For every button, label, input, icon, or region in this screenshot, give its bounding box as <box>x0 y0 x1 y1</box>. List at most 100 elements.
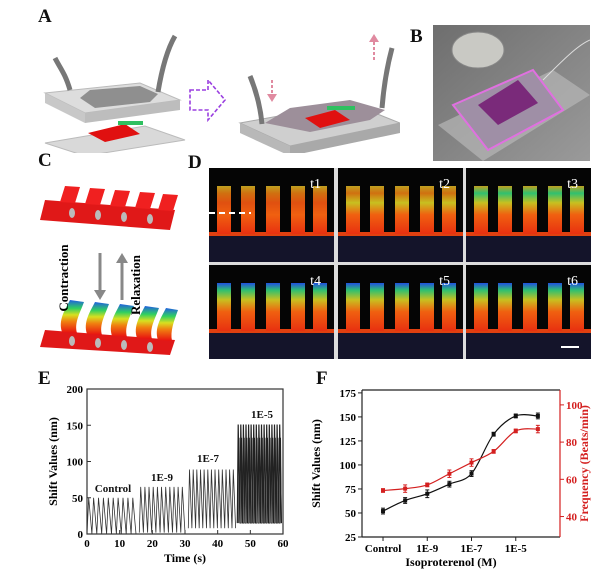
signal-trace-inner <box>238 437 282 524</box>
chip-chamber <box>478 80 538 125</box>
cantilever-pillar <box>370 186 384 234</box>
signal-trace-control <box>86 497 137 535</box>
data-point <box>425 491 430 496</box>
segment-label: Control <box>95 483 131 495</box>
y-tick-label: 175 <box>340 388 357 400</box>
x-tick-label: 1E-9 <box>416 543 439 555</box>
data-point <box>491 432 496 437</box>
data-point <box>381 509 386 514</box>
cantilever-pillar <box>241 283 255 331</box>
data-point <box>469 471 474 476</box>
x-axis-label: Time (s) <box>164 551 206 565</box>
relaxation-label: Relaxation <box>128 255 143 315</box>
data-point <box>513 413 518 418</box>
data-point <box>403 498 408 503</box>
chip-top-layer <box>43 34 182 123</box>
panel-label-c: C <box>38 150 52 171</box>
chip-base-layer <box>44 121 186 153</box>
cantilever-pillar <box>420 186 434 234</box>
y-right-axis-label: Frequency (Beats/min) <box>577 405 591 522</box>
y-tick-label: 100 <box>67 457 84 469</box>
chip-assembly-schematic <box>43 34 400 153</box>
substrate <box>466 235 591 262</box>
segment-label: 1E-9 <box>151 472 174 484</box>
relaxed-cantilevers <box>40 186 178 230</box>
substrate <box>466 332 591 359</box>
substrate <box>338 235 463 262</box>
data-point <box>447 471 452 476</box>
y-axis-label: Shift Values (nm) <box>309 419 323 508</box>
frame-t2: t2 <box>338 168 463 262</box>
data-point <box>513 428 518 433</box>
x-tick-label: 50 <box>245 538 257 550</box>
data-point <box>491 449 496 454</box>
chip-assembled <box>238 34 400 153</box>
cantilever-pillar <box>420 283 434 331</box>
chart-f-dose-response: 25 50 75 100 125 150 175 40 60 80 100 Control 1E-9 1E… <box>309 388 591 569</box>
cantilever-pillar <box>291 283 305 331</box>
frame-t5: t5 <box>338 265 463 359</box>
cantilever-pillar <box>548 186 562 234</box>
panel-label-b: B <box>410 26 423 47</box>
y-right-tick-label: 40 <box>566 512 578 524</box>
y-tick-label: 25 <box>345 532 357 544</box>
data-point <box>425 482 430 487</box>
cantilever-pillar <box>523 186 537 234</box>
frame-time-label: t5 <box>439 274 450 289</box>
x-tick-label: 0 <box>84 538 90 550</box>
substrate <box>209 235 334 262</box>
y-right-tick-label: 100 <box>566 400 583 412</box>
cantilever-pillar <box>241 186 255 234</box>
data-point <box>469 460 474 465</box>
panel-label-a: A <box>38 6 52 27</box>
time-lapse-image-grid: t1 t2 t3 t4 t5 t6 <box>209 168 591 359</box>
frame-time-label: t2 <box>439 177 450 192</box>
x-tick-label: 60 <box>278 538 290 550</box>
device-photo <box>433 25 590 161</box>
y-tick-label: 100 <box>340 460 357 472</box>
frame-t1: t1 <box>209 168 334 262</box>
y-tick-label: 200 <box>67 384 84 396</box>
signal-trace-1e-9 <box>138 486 186 533</box>
x-tick-label: 40 <box>212 538 224 550</box>
x-tick-label: 1E-5 <box>505 543 528 555</box>
cantilever-pillar <box>395 186 409 234</box>
cantilever-pillar <box>313 186 327 234</box>
x-tick-label: 10 <box>114 538 126 550</box>
y-tick-label: 50 <box>345 508 357 520</box>
cantilever-pillar <box>395 283 409 331</box>
cantilever-pillar <box>474 186 488 234</box>
y-right-tick-label: 80 <box>566 437 578 449</box>
cantilever-pillar <box>474 283 488 331</box>
frame-t4: t4 <box>209 265 334 359</box>
cantilever-pillar <box>498 186 512 234</box>
frame-time-label: t4 <box>310 274 321 289</box>
x-tick-label: 1E-7 <box>461 543 484 555</box>
frame-time-label: t6 <box>567 274 578 289</box>
frame-t3: t3 <box>466 168 591 262</box>
frame-time-label: t1 <box>310 177 321 192</box>
cantilever-pillar <box>370 283 384 331</box>
panel-label-f: F <box>316 368 328 389</box>
cantilever-pillar <box>548 283 562 331</box>
cantilever-pillar <box>346 283 360 331</box>
cantilever-pillar <box>266 283 280 331</box>
data-point <box>447 482 452 487</box>
cantilever-pillar <box>313 283 327 331</box>
cantilever-pillar <box>442 186 456 234</box>
cantilever-pillar <box>217 186 231 234</box>
contraction-label: Contraction <box>56 244 71 312</box>
cantilever-pillar <box>570 283 584 331</box>
cantilever-pillar <box>266 186 280 234</box>
segment-label: 1E-5 <box>251 409 274 421</box>
x-tick-label: 20 <box>147 538 159 550</box>
cantilever-pillar <box>570 186 584 234</box>
y-right-tick-label: 60 <box>566 474 578 486</box>
contracted-cantilevers <box>40 300 178 355</box>
panel-label-d: D <box>188 152 202 173</box>
y-axis-label: Shift Values (nm) <box>46 417 60 506</box>
substrate <box>209 332 334 359</box>
data-point <box>403 486 408 491</box>
x-tick-label: Control <box>365 543 401 555</box>
y-tick-label: 50 <box>72 493 84 505</box>
